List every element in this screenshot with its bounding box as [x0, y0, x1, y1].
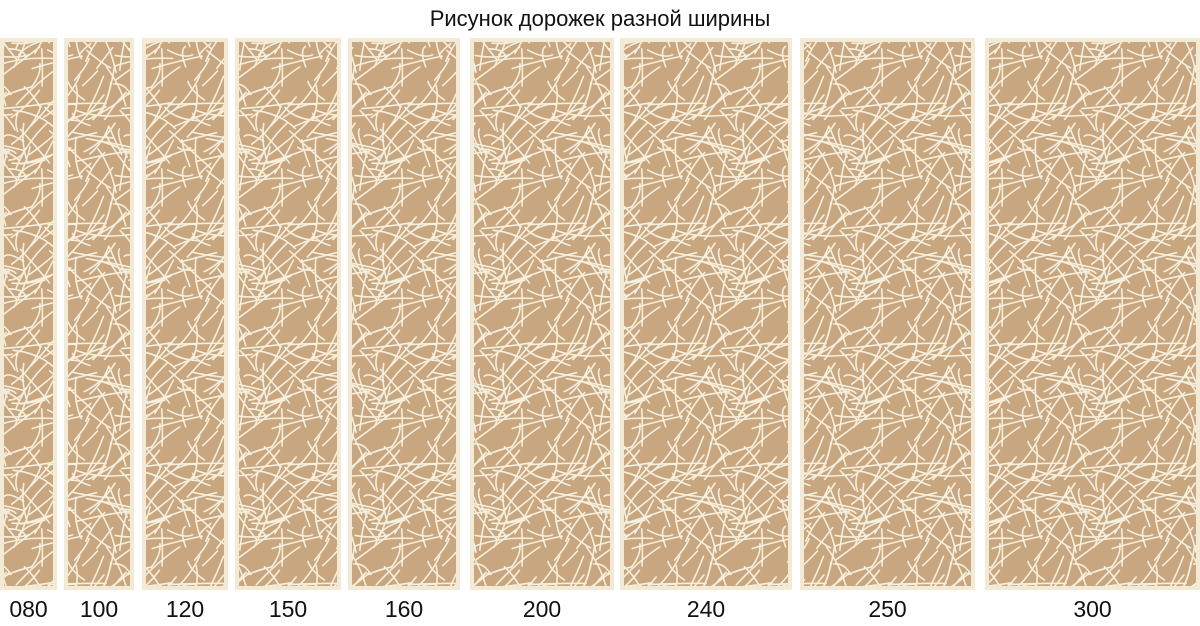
width-label: 160	[385, 596, 423, 622]
width-label: 150	[269, 596, 307, 622]
runner	[804, 42, 971, 586]
runner	[624, 42, 788, 586]
width-label: 250	[868, 596, 906, 622]
runner	[239, 42, 337, 586]
width-label: 100	[80, 596, 118, 622]
width-label: 080	[9, 596, 47, 622]
runner	[4, 42, 53, 586]
runner	[146, 42, 224, 586]
title: Рисунок дорожек разной ширины	[430, 6, 771, 31]
runner	[68, 42, 130, 586]
width-label: 240	[687, 596, 725, 622]
width-label: 120	[166, 596, 204, 622]
width-label: 200	[523, 596, 561, 622]
runner	[474, 42, 610, 586]
runner	[989, 42, 1196, 586]
runner	[352, 42, 456, 586]
width-label: 300	[1073, 596, 1111, 622]
